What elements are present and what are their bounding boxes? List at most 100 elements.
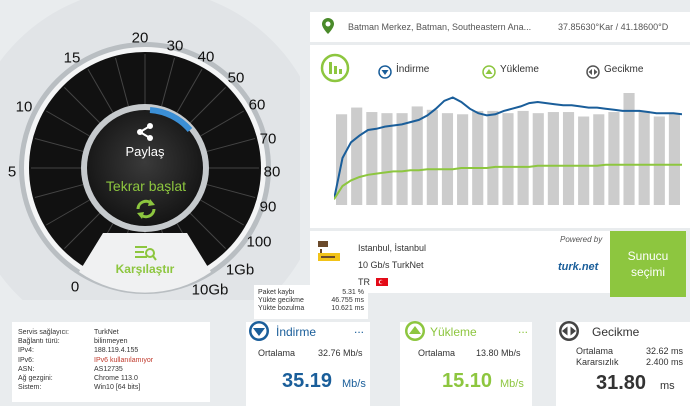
server-icon (318, 241, 340, 261)
legend-upload[interactable]: Yükleme (482, 63, 539, 81)
latency-info-box: Paket kaybı 5.31 % Yükte gecikme 46.755 ms Y… (254, 285, 368, 319)
info-row: IPv6: IPv6 kullanılamıyor (12, 356, 210, 365)
info-label: IPv6: (18, 356, 34, 364)
gauge-spoke (200, 199, 244, 226)
gauge-tick-label: 50 (227, 69, 245, 87)
gauge-spoke (34, 138, 84, 152)
info-value: Chrome 113.0 (94, 375, 138, 383)
speed-chart (334, 93, 682, 205)
chart-bar (381, 113, 393, 205)
info-row: IPv4: 188.119.4.155 (12, 346, 210, 355)
connection-info-panel: Servis sağlayıcı: TurkNet Bağlantı türü: bi… (12, 322, 210, 402)
gauge-tick-label: 100 (246, 233, 272, 251)
compare-button[interactable]: Karşılaştır (100, 244, 190, 280)
location-coords: 37.85630°Kar / 41.18600°D (558, 22, 669, 32)
legend-download[interactable]: İndirme (378, 63, 429, 81)
gauge-spoke (46, 199, 90, 226)
latency-info-label: Yükte bozulma (258, 305, 305, 312)
upload-series-line (334, 163, 682, 200)
chart-bar (653, 116, 665, 205)
gauge-tick-label: 80 (263, 163, 281, 181)
speed-gauge (0, 0, 300, 300)
chart-bar (562, 112, 575, 205)
gauge-tick-label: 15 (63, 49, 81, 67)
info-value: IPv6 kullanılamıyor (94, 356, 154, 364)
chart-bar (608, 112, 620, 205)
chart-bar (547, 112, 559, 205)
server-select-button[interactable]: Sunucu seçimi (610, 231, 686, 297)
info-label: Ağ gezgini: (18, 375, 53, 383)
latency-icon (586, 65, 600, 79)
location-name: Batman Merkez, Batman, Southeastern Ana.… (348, 22, 532, 32)
gauge-spoke (176, 69, 203, 113)
gauge-spoke (206, 184, 256, 198)
server-select-label: Sunucu seçimi (627, 249, 669, 279)
info-label: Bağlantı türü: (18, 338, 60, 346)
latency-value: 31.80 (596, 372, 647, 394)
gauge-spoke (46, 110, 90, 137)
download-series-line (334, 96, 682, 200)
chart-bar (517, 110, 529, 205)
chart-bar (472, 110, 484, 205)
server-panel: Istanbul, İstanbul 10 Gb/s TurkNet TR Po… (310, 231, 610, 293)
chart-bar (532, 113, 544, 205)
chart-bar (426, 109, 438, 205)
latency-info-row: Yükte gecikme 46.755 ms (254, 297, 368, 305)
gauge-spoke (64, 87, 101, 124)
latency-result-card: Gecikme Ortalama 32.62 ms Kararsızlık 2.… (556, 321, 690, 406)
gauge-tick-label: 10 (15, 98, 33, 116)
gauge-spoke (87, 69, 114, 113)
legend-upload-label: Yükleme (500, 64, 539, 75)
location-pin-icon (322, 18, 334, 34)
info-value: Win10 [64 bits] (94, 384, 141, 392)
gauge-tick-label: 0 (70, 278, 80, 296)
upload-result-icon (405, 321, 425, 341)
upload-avg-label: Ortalama (418, 348, 456, 358)
latency-info-row: Paket kaybı 5.31 % (254, 289, 368, 297)
download-arrow-icon (378, 65, 392, 79)
gauge-spoke (64, 212, 101, 249)
info-label: Servis sağlayıcı: (18, 329, 69, 336)
restart-label: Tekrar başlat (105, 178, 187, 194)
download-result-card: İndirme ... Ortalama 32.76 Mb/s 35.19 Mb… (246, 321, 370, 406)
chart-bar (487, 110, 499, 205)
server-city: Istanbul, İstanbul (358, 243, 427, 253)
legend-download-label: İndirme (396, 64, 430, 75)
gauge-tick-label: 20 (131, 29, 149, 47)
download-result-icon (249, 321, 269, 341)
restart-button[interactable]: Tekrar başlat (98, 178, 194, 222)
info-label: IPv4: (18, 347, 34, 355)
info-label: Sistem: (18, 384, 42, 392)
chart-toggle-icon[interactable] (320, 53, 350, 83)
server-provider: 10 Gb/s TurkNet (358, 260, 424, 270)
share-icon (137, 123, 153, 141)
chart-bar (366, 112, 378, 205)
legend-latency[interactable]: Gecikme (586, 63, 643, 81)
share-button[interactable]: Paylaş (112, 122, 178, 166)
latency-result-title: Gecikme (592, 325, 640, 339)
gauge-tick-label: 40 (197, 48, 215, 66)
compare-label: Karşılaştır (115, 262, 175, 276)
upload-arrow-icon (482, 65, 496, 79)
chart-bar (502, 113, 514, 205)
gauge-tick-label: 60 (248, 96, 266, 114)
chart-bar (441, 113, 454, 205)
info-row: Bağlantı türü: bilinmeyen (12, 337, 210, 346)
download-more[interactable]: ... (354, 322, 365, 336)
upload-more[interactable]: ... (518, 322, 529, 336)
gauge-spoke (34, 184, 84, 198)
compare-icon (135, 246, 157, 261)
server-country: TR (358, 277, 370, 287)
gauge-tick-label: 90 (259, 198, 277, 216)
powered-by-label: Powered by (560, 235, 603, 244)
upload-result-card: Yükleme ... Ortalama 13.80 Mb/s 15.10 Mb… (400, 321, 532, 406)
gauge-spoke (206, 138, 256, 152)
latency-info-label: Paket kaybı (258, 289, 295, 296)
chart-bar (593, 114, 605, 205)
download-unit: Mb/s (342, 378, 366, 390)
latency-result-icon (559, 321, 579, 341)
latency-info-value: 46.755 ms (331, 297, 364, 304)
chart-bar (578, 116, 590, 205)
turknet-logo: turk.net (558, 261, 599, 273)
chart-bar (396, 113, 408, 205)
